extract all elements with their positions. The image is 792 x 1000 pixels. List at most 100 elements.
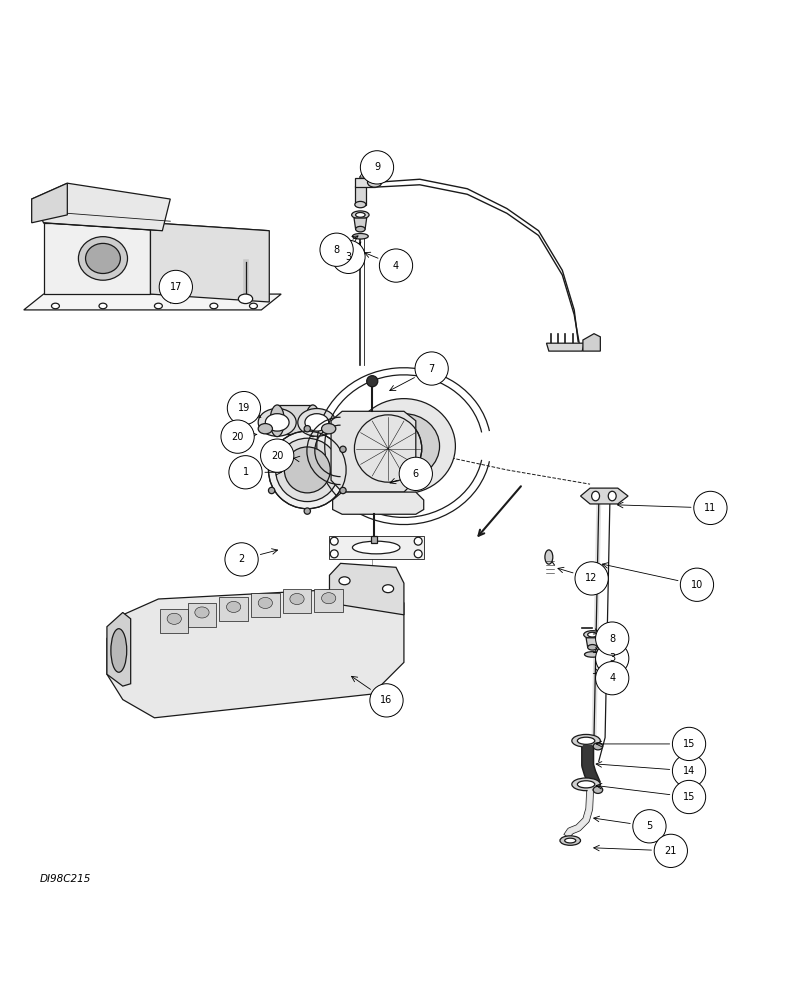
Ellipse shape xyxy=(352,211,369,219)
Ellipse shape xyxy=(592,491,600,501)
Text: 21: 21 xyxy=(664,846,677,856)
Ellipse shape xyxy=(356,213,365,217)
Circle shape xyxy=(159,270,192,304)
Polygon shape xyxy=(277,405,313,434)
Ellipse shape xyxy=(51,303,59,309)
Circle shape xyxy=(360,151,394,184)
Ellipse shape xyxy=(560,836,581,845)
Ellipse shape xyxy=(322,424,336,434)
Circle shape xyxy=(229,456,262,489)
Circle shape xyxy=(596,622,629,655)
Polygon shape xyxy=(581,488,628,504)
Ellipse shape xyxy=(414,537,422,545)
Ellipse shape xyxy=(355,415,421,482)
Ellipse shape xyxy=(258,409,296,436)
Polygon shape xyxy=(331,411,416,492)
Polygon shape xyxy=(32,183,67,223)
Polygon shape xyxy=(583,334,600,351)
Circle shape xyxy=(672,727,706,761)
Polygon shape xyxy=(188,603,216,627)
Ellipse shape xyxy=(577,737,595,744)
Ellipse shape xyxy=(608,491,616,501)
Polygon shape xyxy=(251,593,280,617)
Ellipse shape xyxy=(352,399,455,494)
Ellipse shape xyxy=(305,414,329,431)
Polygon shape xyxy=(160,609,188,633)
Polygon shape xyxy=(371,536,377,543)
Polygon shape xyxy=(24,294,281,310)
Circle shape xyxy=(680,568,714,601)
Text: 15: 15 xyxy=(683,739,695,749)
Circle shape xyxy=(654,834,687,867)
Ellipse shape xyxy=(258,597,272,609)
Polygon shape xyxy=(107,587,404,718)
Polygon shape xyxy=(150,223,269,302)
Circle shape xyxy=(399,457,432,490)
Polygon shape xyxy=(219,597,248,621)
Circle shape xyxy=(633,810,666,843)
Circle shape xyxy=(225,543,258,576)
Text: 6: 6 xyxy=(413,469,419,479)
Ellipse shape xyxy=(195,607,209,618)
Circle shape xyxy=(320,233,353,266)
Text: 7: 7 xyxy=(428,364,435,374)
Polygon shape xyxy=(355,178,375,187)
Polygon shape xyxy=(333,492,424,514)
Ellipse shape xyxy=(111,629,127,672)
Polygon shape xyxy=(546,343,584,351)
Ellipse shape xyxy=(339,577,350,585)
Ellipse shape xyxy=(356,226,365,232)
Ellipse shape xyxy=(227,601,241,612)
Ellipse shape xyxy=(572,778,600,791)
Text: 9: 9 xyxy=(374,162,380,172)
Text: 17: 17 xyxy=(169,282,182,292)
Ellipse shape xyxy=(322,593,336,604)
Text: 20: 20 xyxy=(231,432,244,442)
Circle shape xyxy=(575,562,608,595)
Text: 15: 15 xyxy=(683,792,695,802)
Ellipse shape xyxy=(588,632,597,637)
Circle shape xyxy=(227,391,261,425)
Ellipse shape xyxy=(545,550,553,564)
Ellipse shape xyxy=(355,201,366,208)
Ellipse shape xyxy=(270,405,284,437)
Ellipse shape xyxy=(249,303,257,309)
Polygon shape xyxy=(107,612,131,686)
Ellipse shape xyxy=(298,409,336,436)
Polygon shape xyxy=(314,589,343,612)
Text: 14: 14 xyxy=(683,766,695,776)
Ellipse shape xyxy=(593,743,603,750)
Ellipse shape xyxy=(368,414,440,479)
Text: 12: 12 xyxy=(585,573,598,583)
Circle shape xyxy=(415,352,448,385)
Ellipse shape xyxy=(340,487,346,494)
Text: 1: 1 xyxy=(242,467,249,477)
Ellipse shape xyxy=(306,405,320,437)
Text: 8: 8 xyxy=(333,245,340,255)
Ellipse shape xyxy=(330,550,338,558)
Ellipse shape xyxy=(593,786,603,793)
Ellipse shape xyxy=(414,550,422,558)
Text: 11: 11 xyxy=(704,503,717,513)
Polygon shape xyxy=(329,536,424,559)
Ellipse shape xyxy=(290,593,304,605)
Polygon shape xyxy=(355,186,366,205)
Ellipse shape xyxy=(265,414,289,431)
Polygon shape xyxy=(329,563,404,615)
Ellipse shape xyxy=(268,431,346,509)
Polygon shape xyxy=(283,589,311,613)
Ellipse shape xyxy=(572,734,600,747)
Text: 3: 3 xyxy=(345,252,352,262)
Circle shape xyxy=(672,754,706,787)
Circle shape xyxy=(261,439,294,472)
Text: DI98C215: DI98C215 xyxy=(40,874,90,884)
Circle shape xyxy=(596,662,629,695)
Text: 8: 8 xyxy=(609,634,615,644)
Polygon shape xyxy=(44,223,150,294)
Ellipse shape xyxy=(210,303,218,309)
Ellipse shape xyxy=(276,438,339,502)
Text: 19: 19 xyxy=(238,403,250,413)
Ellipse shape xyxy=(584,631,601,639)
Ellipse shape xyxy=(565,838,576,843)
Ellipse shape xyxy=(340,446,346,452)
